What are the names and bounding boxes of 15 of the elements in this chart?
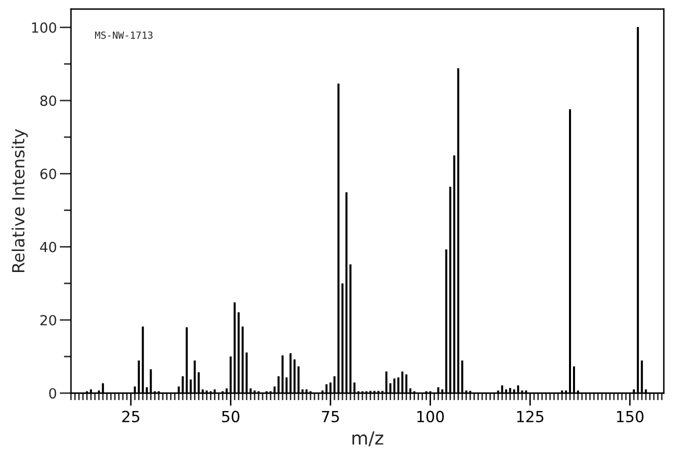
y-tick-label: 60: [40, 168, 56, 180]
x-tick-label: 75: [322, 410, 339, 422]
x-tick-label: 100: [417, 410, 444, 422]
x-axis-title: m/z: [352, 431, 384, 446]
y-tick-label: 0: [49, 388, 56, 399]
x-tick-label: 50: [222, 410, 240, 422]
x-tick-label: 150: [616, 410, 644, 422]
x-tick-label: 25: [122, 410, 140, 422]
y-tick-label: 40: [40, 242, 56, 252]
y-axis-title: Relative Intensity: [12, 129, 28, 272]
y-tick-label: 20: [40, 314, 56, 326]
annotation: MS-NW-1713: [95, 31, 152, 39]
y-tick-label: 80: [40, 96, 56, 106]
y-tick-label: 100: [32, 22, 56, 33]
x-tick-label: 125: [517, 410, 544, 422]
